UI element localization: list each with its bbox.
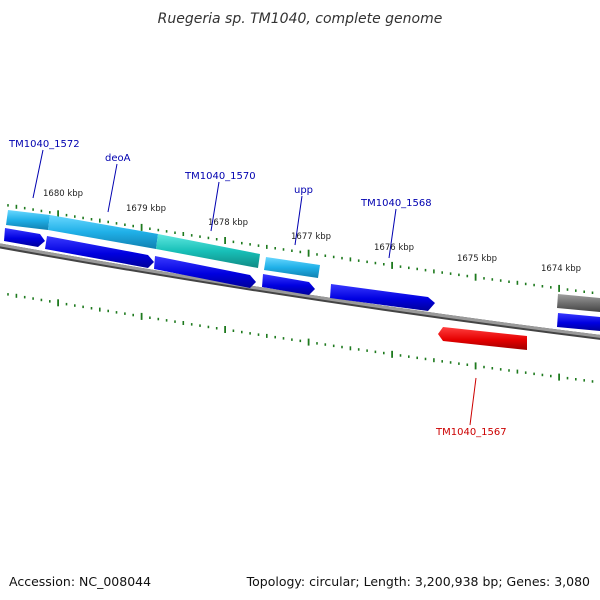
gene-label[interactable]: upp: [294, 185, 313, 196]
gene-label[interactable]: TM1040_1567: [435, 427, 507, 438]
forward-cds-row: [4, 228, 600, 331]
cds-arrow-forward-4[interactable]: [262, 274, 315, 295]
leader-line: [388, 208, 397, 259]
leader-line: [210, 181, 220, 232]
accession-text: Accession: NC_008044: [9, 574, 151, 589]
gene-label[interactable]: TM1040_1570: [184, 171, 256, 182]
cds-arrow-reverse[interactable]: [438, 327, 527, 350]
feature-block-cyan-1[interactable]: [6, 210, 50, 230]
scale-label: 1674 kbp: [541, 264, 581, 274]
cds-arrow-forward-1[interactable]: [4, 228, 45, 247]
feature-block-teal[interactable]: [156, 234, 260, 268]
gene-label[interactable]: TM1040_1572: [8, 139, 80, 150]
scale-label: 1680 kbp: [43, 189, 83, 199]
scale-label: 1675 kbp: [457, 254, 497, 264]
scale-label: 1676 kbp: [374, 243, 414, 253]
gene-label[interactable]: TM1040_1568: [360, 198, 432, 209]
outer-tick-row: [7, 204, 594, 294]
rna-feature-row: [6, 210, 600, 312]
scale-labels: 1680 kbp 1679 kbp 1678 kbp 1677 kbp 1676…: [43, 189, 581, 274]
scale-label: 1677 kbp: [291, 232, 331, 242]
gene-labels: TM1040_1572 deoA TM1040_1570 upp TM1040_…: [8, 139, 507, 438]
genome-backbone: [0, 243, 600, 338]
cds-arrow-forward-2[interactable]: [45, 236, 154, 268]
feature-block-cyan-2[interactable]: [48, 215, 158, 249]
scale-label: 1679 kbp: [126, 204, 166, 214]
map-title: Ruegeria sp. TM1040, complete genome: [158, 11, 443, 27]
cds-arrow-forward-3[interactable]: [154, 256, 256, 288]
inner-tick-row: [7, 293, 594, 383]
feature-block-gray[interactable]: [557, 294, 600, 312]
leader-line: [107, 163, 118, 213]
cds-arrow-forward-6[interactable]: [557, 313, 600, 331]
genome-summary-text: Topology: circular; Length: 3,200,938 bp…: [246, 574, 590, 589]
leader-line: [294, 195, 303, 246]
leader-line: [469, 377, 477, 426]
scale-label: 1678 kbp: [208, 218, 248, 228]
cds-arrow-forward-5[interactable]: [330, 284, 435, 311]
feature-block-cyan-3[interactable]: [264, 257, 320, 278]
gene-label[interactable]: deoA: [105, 153, 131, 164]
leader-line: [32, 149, 44, 199]
